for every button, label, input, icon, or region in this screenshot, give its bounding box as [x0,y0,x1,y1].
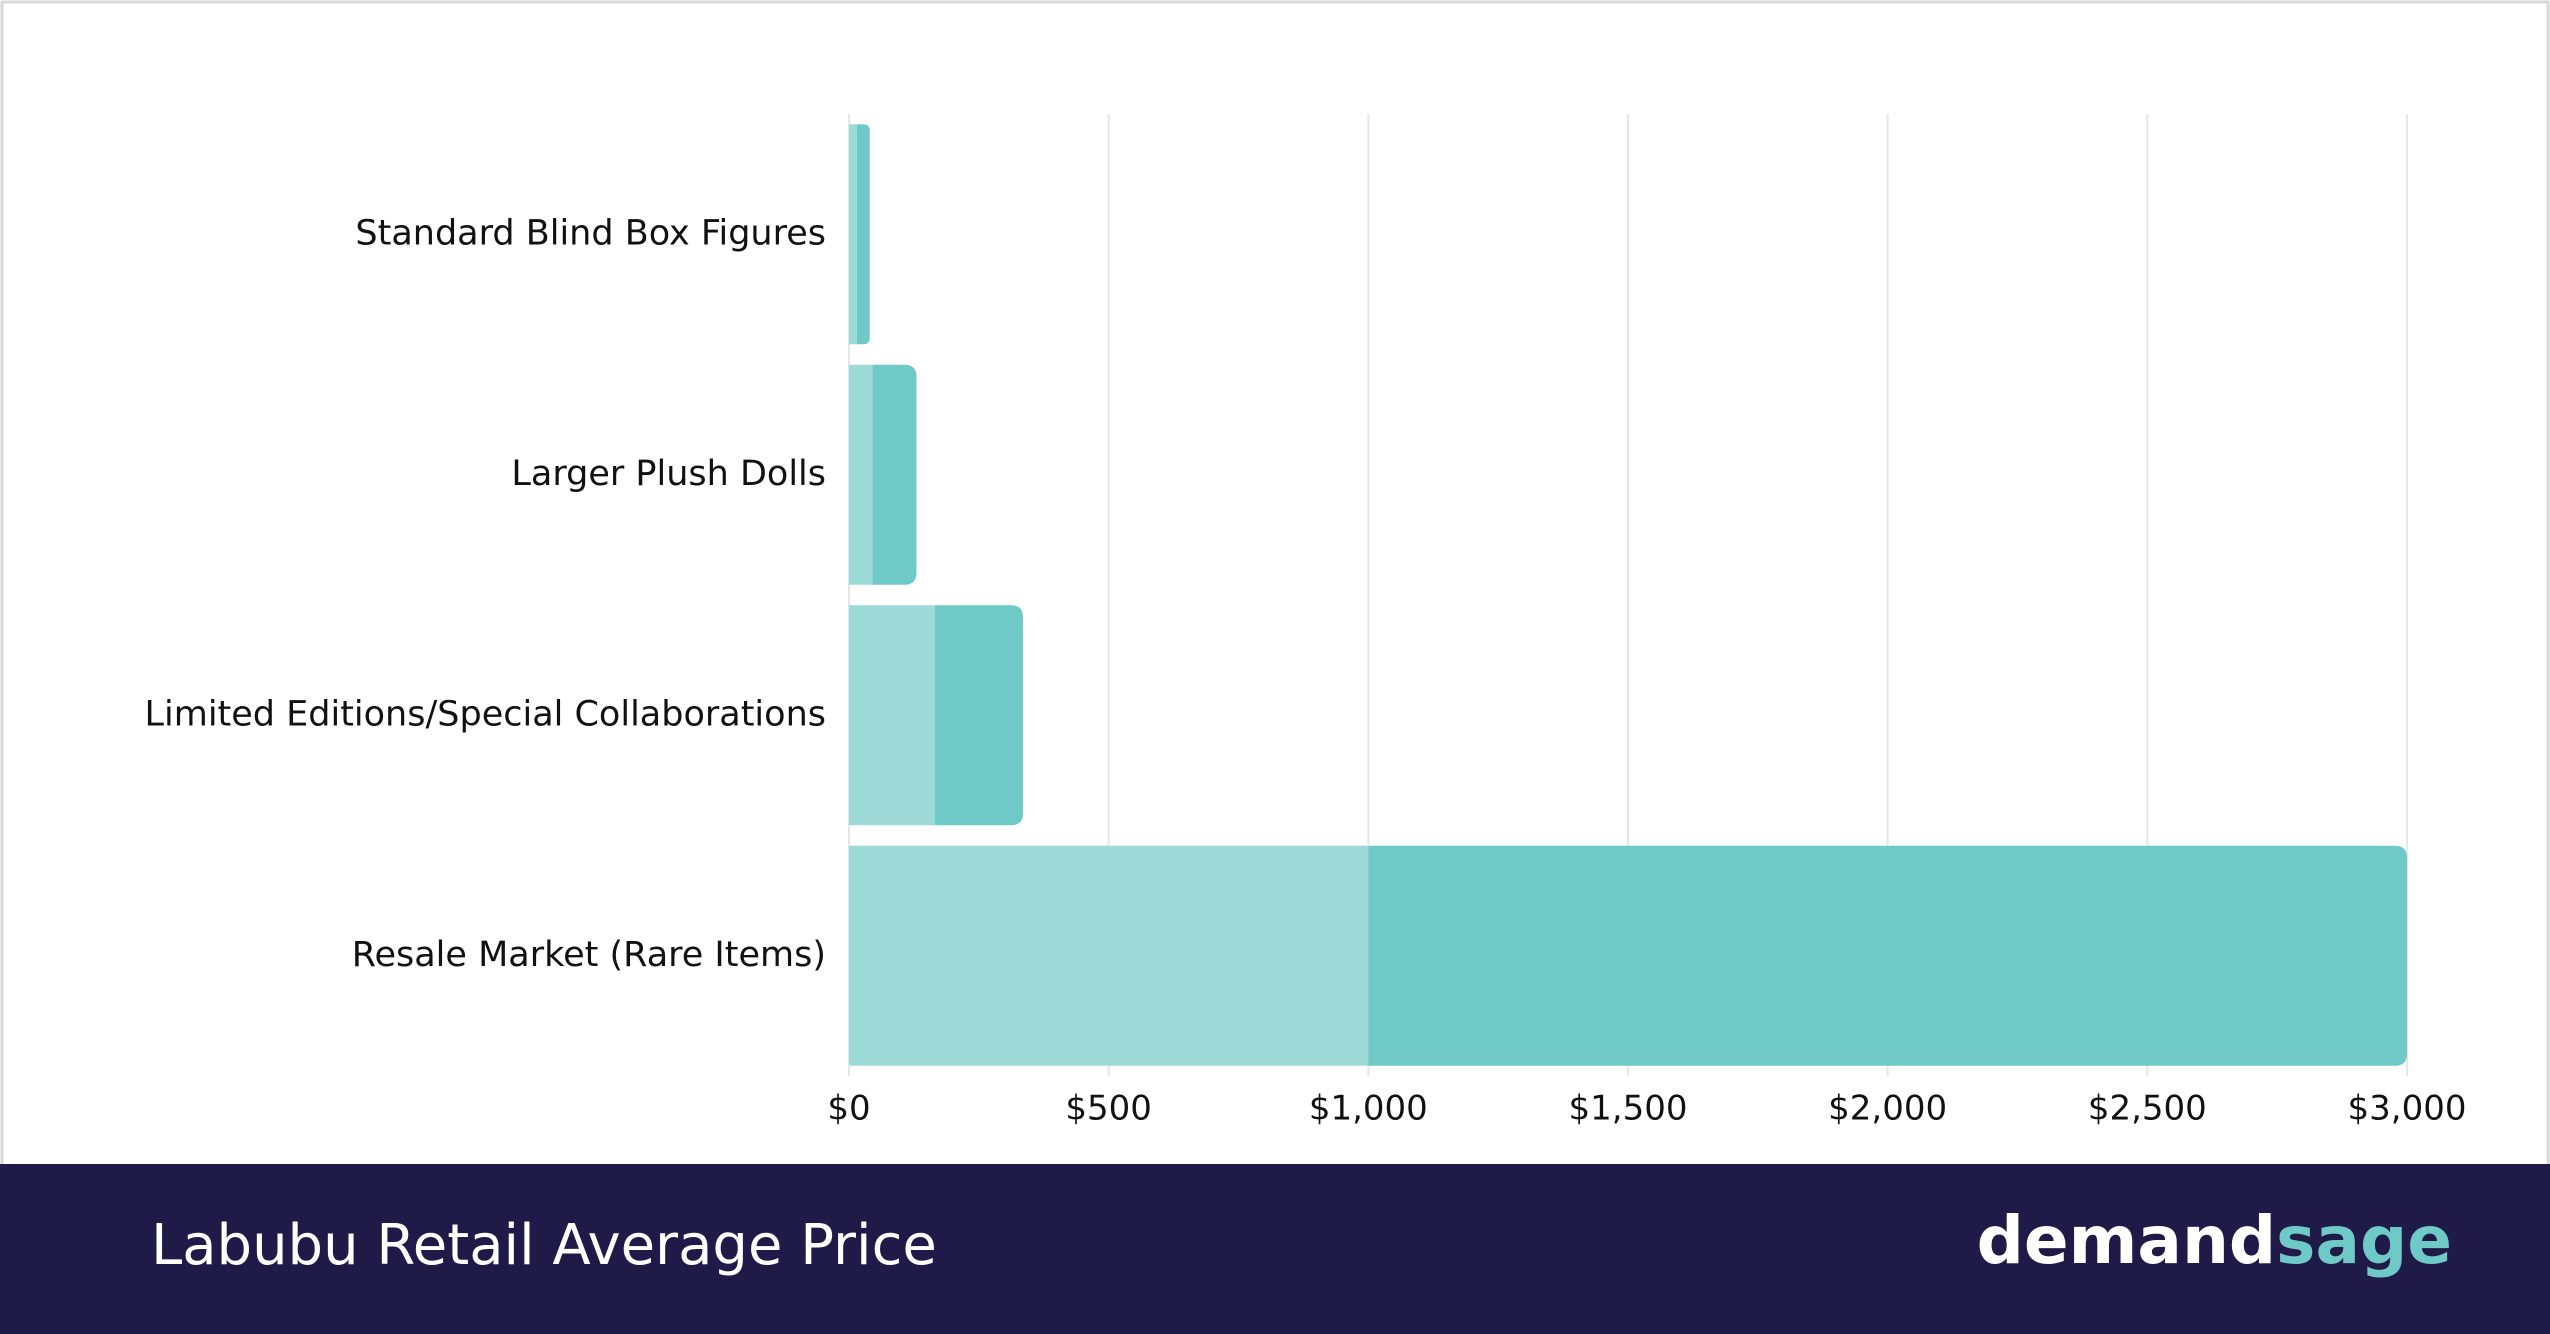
bar-segment [856,124,870,345]
x-tick-label: $1,500 [1569,1089,1688,1129]
brand-first: demand [1977,1202,2277,1279]
x-tick-label: $1,000 [1309,1089,1428,1129]
bar-segment [849,124,857,345]
x-tick-label: $500 [1065,1089,1152,1129]
bar-segment [872,364,917,585]
bar-segment [849,605,935,826]
bar-segment [934,605,1023,826]
x-tick-label: $0 [827,1089,870,1129]
brand-logo: demandsage [1977,1202,2452,1279]
x-tick-label: $2,000 [1828,1089,1947,1129]
y-tick-label: Resale Market (Rare Items) [352,935,826,975]
y-tick-label: Limited Editions/Special Collaborations [145,694,827,734]
footer-band [0,1164,2550,1334]
brand-second: sage [2276,1202,2452,1279]
y-tick-label: Standard Blind Box Figures [355,213,826,253]
bar-segment [1368,845,2407,1066]
chart-title: Labubu Retail Average Price [151,1213,937,1278]
bar-segment [849,845,1369,1066]
x-tick-label: $2,500 [2088,1089,2207,1129]
y-tick-label: Larger Plush Dolls [511,454,826,494]
x-tick-label: $3,000 [2348,1089,2467,1129]
bar-segment [849,364,873,585]
